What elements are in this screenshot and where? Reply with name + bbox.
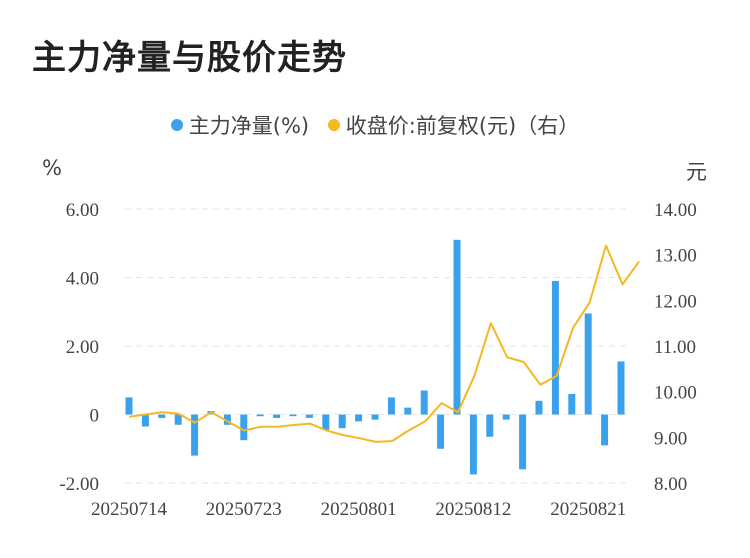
bar <box>338 414 346 429</box>
bar <box>519 414 527 470</box>
bar <box>486 414 494 437</box>
x-axis-tick-label: 20250812 <box>435 499 511 520</box>
bar <box>174 414 182 425</box>
legend-label-bars: 主力净量(%) <box>188 114 310 138</box>
left-axis-tick-label: 6.00 <box>66 200 99 221</box>
bar <box>568 393 576 415</box>
bar <box>404 407 412 415</box>
bar <box>371 414 379 420</box>
legend-label-line: 收盘价:前复权(元)（右） <box>345 114 580 138</box>
bar <box>420 390 428 415</box>
x-axis-tick-label: 20250821 <box>550 499 626 520</box>
bar <box>437 414 445 449</box>
bar <box>305 414 313 418</box>
right-axis-tick-label: 12.00 <box>654 291 697 312</box>
legend-item-bars[interactable]: 主力净量(%) <box>170 110 310 140</box>
bar <box>125 397 133 415</box>
legend-marker-line <box>327 119 340 131</box>
left-axis-unit: % <box>42 156 62 180</box>
bar <box>289 414 297 417</box>
price-line <box>128 244 640 443</box>
bar <box>551 280 559 415</box>
left-axis-tick-label: 0 <box>90 406 100 427</box>
bar <box>273 414 281 418</box>
bar <box>584 313 592 415</box>
bar <box>141 414 149 427</box>
left-axis-tick-label: -2.00 <box>59 474 99 495</box>
x-axis-tick-label: 20250714 <box>91 499 168 520</box>
right-axis-tick-label: 11.00 <box>654 337 696 358</box>
bar <box>535 400 543 415</box>
right-axis-unit: 元 <box>686 160 707 184</box>
bar <box>601 414 609 446</box>
bar <box>502 414 510 420</box>
x-axis-tick-label: 20250801 <box>321 499 397 520</box>
right-axis-tick-label: 14.00 <box>654 200 697 221</box>
legend: 主力净量(%) 收盘价:前复权(元)（右） <box>0 110 750 140</box>
right-axis-tick-label: 13.00 <box>654 246 697 267</box>
legend-marker-bars <box>170 119 183 131</box>
right-axis-tick-label: 10.00 <box>654 383 697 404</box>
bar <box>240 414 248 441</box>
chart-title: 主力净量与股价走势 <box>32 38 347 78</box>
bar <box>322 414 330 430</box>
right-axis-tick-label: 9.00 <box>654 428 687 449</box>
bar <box>453 239 461 415</box>
right-axis-tick-label: 8.00 <box>654 474 687 495</box>
bar <box>355 414 363 422</box>
bar <box>256 414 264 417</box>
bar <box>158 414 166 418</box>
left-axis-tick-label: 4.00 <box>66 269 99 290</box>
x-axis-tick-label: 20250723 <box>206 499 282 520</box>
bar <box>387 397 395 415</box>
bar <box>469 414 477 475</box>
bar <box>223 414 231 425</box>
bar <box>617 361 625 415</box>
legend-item-line[interactable]: 收盘价:前复权(元)（右） <box>327 110 580 140</box>
bar <box>191 414 199 456</box>
left-axis-tick-label: 2.00 <box>66 337 99 358</box>
